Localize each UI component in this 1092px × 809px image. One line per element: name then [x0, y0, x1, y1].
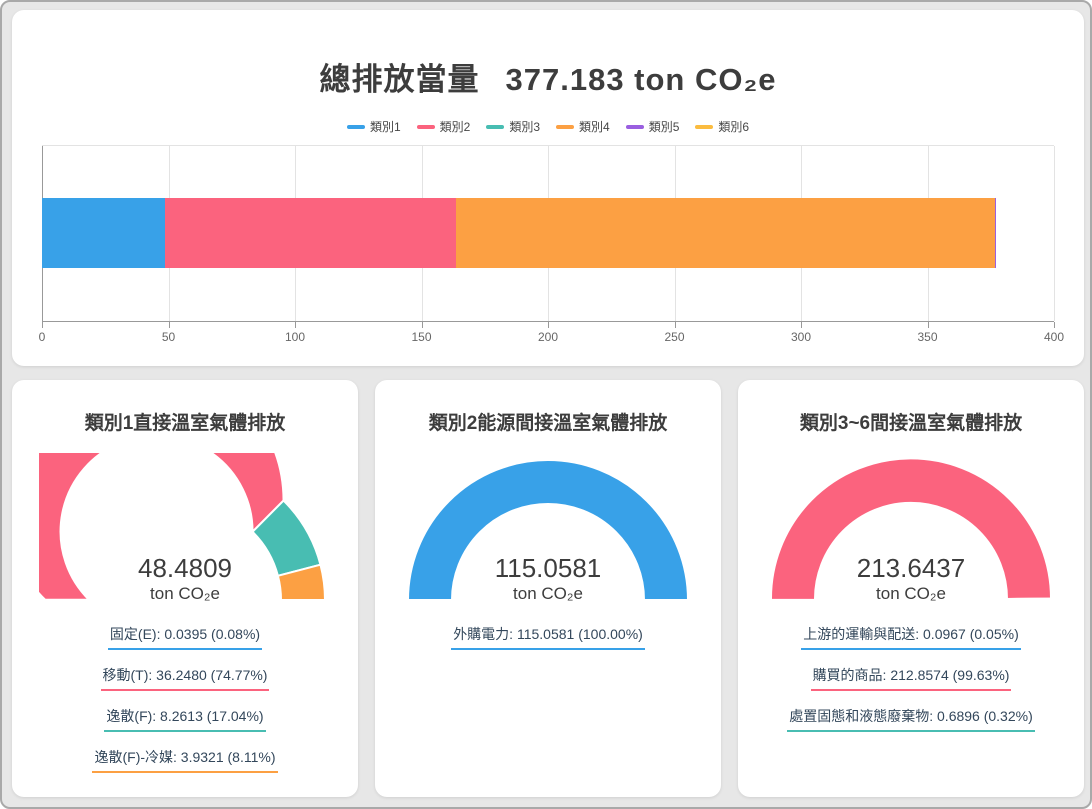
page-title: 總排放當量 377.183 ton CO₂e — [12, 54, 1084, 99]
scope3to6-gauge-unit: ton CO₂e — [876, 584, 946, 603]
stacked-bar — [42, 198, 1054, 268]
scope1-card-title: 類別1直接溫室氣體排放 — [84, 413, 286, 434]
scope3to6-breakdown-list: 上游的運輸與配送: 0.0967 (0.05%) 購買的商品: 212.8574 … — [738, 624, 1084, 732]
scope2-gauge-value: 115.0581 — [494, 553, 602, 583]
legend-item-類別3[interactable]: 類別3 — [486, 118, 540, 135]
axis-tick — [927, 322, 929, 328]
x-axis-label: 400 — [1043, 330, 1065, 344]
stacked-bar-chart: 0 50 100 150 200 250 300 350 400 — [39, 145, 1064, 344]
gauge-segment-外購電力[interactable] — [406, 459, 690, 601]
scope2-gauge-chart: 115.0581 ton CO₂e — [402, 453, 694, 605]
gauge-segment-購買的商品[interactable] — [769, 457, 1052, 601]
scope2-card-title: 類別2能源間接溫室氣體排放 — [428, 413, 668, 434]
legend-marker-icon — [625, 124, 644, 129]
legend-label: 類別4 — [579, 120, 610, 134]
scope3to6-gauge-value: 213.6437 — [856, 553, 966, 583]
axis-tick — [801, 322, 802, 328]
gridline — [1054, 146, 1055, 321]
axis-tick — [548, 322, 549, 328]
bar-segment-類別2[interactable] — [164, 198, 456, 268]
legend-item-類別6[interactable]: 類別6 — [695, 118, 749, 135]
breakdown-row: 購買的商品: 212.8574 (99.63%) — [738, 665, 1084, 691]
x-axis-label: 200 — [537, 330, 559, 344]
scope1-gauge-value: 48.4809 — [138, 553, 232, 583]
scope2-gauge-unit: ton CO₂e — [513, 584, 583, 603]
scope1-gauge-unit: ton CO₂e — [150, 584, 220, 603]
bar-segment-類別1[interactable] — [42, 198, 165, 268]
legend-marker-icon — [486, 124, 505, 129]
breakdown-item-處置固態和液態廢棄物[interactable]: 處置固態和液態廢棄物: 0.6896 (0.32%) — [787, 706, 1035, 732]
total-emissions-card: 總排放當量 377.183 ton CO₂e 類別1 類別2 類別3 類別4 類別5 類別… — [12, 10, 1084, 366]
gauge-segment-逸散(F)-冷媒[interactable] — [276, 563, 327, 601]
bar-segment-類別5[interactable] — [994, 198, 997, 268]
scope2-card: 類別2能源間接溫室氣體排放 115.0581 ton CO₂e 外購電力: 11… — [375, 380, 721, 797]
legend-marker-icon — [556, 124, 574, 129]
category-cards-row: 類別1直接溫室氣體排放 48.4809 ton CO₂e 固定(E): 0.03… — [12, 380, 1084, 797]
legend-label: 類別5 — [648, 120, 680, 134]
breakdown-row: 外購電力: 115.0581 (100.00%) — [375, 624, 721, 650]
legend: 類別1 類別2 類別3 類別4 類別5 類別6 — [12, 118, 1084, 135]
axis-tick — [421, 322, 423, 328]
scope3to6-card: 類別3~6間接溫室氣體排放 213.6437 ton CO₂e 上游的運輸與配送… — [738, 380, 1084, 797]
legend-item-類別2[interactable]: 類別2 — [416, 118, 471, 135]
breakdown-row: 移動(T): 36.2480 (74.77%) — [12, 665, 358, 691]
x-axis-label: 50 — [161, 330, 176, 344]
legend-item-類別5[interactable]: 類別5 — [625, 118, 680, 135]
total-emissions-value: 377.183 ton CO₂e — [505, 62, 777, 97]
axis-tick — [168, 322, 170, 328]
x-axis-label: 350 — [917, 330, 938, 344]
breakdown-item-購買的商品[interactable]: 購買的商品: 212.8574 (99.63%) — [810, 665, 1012, 691]
axis-tick — [674, 322, 676, 328]
legend-label: 類別2 — [439, 120, 471, 134]
breakdown-row: 逸散(F): 8.2613 (17.04%) — [12, 706, 358, 732]
scope1-card: 類別1直接溫室氣體排放 48.4809 ton CO₂e 固定(E): 0.03… — [12, 380, 358, 797]
legend-marker-icon — [695, 124, 714, 129]
scope3to6-gauge-center: 213.6437 ton CO₂e — [765, 553, 1057, 605]
breakdown-row: 逸散(F)-冷媒: 3.9321 (8.11%) — [12, 747, 358, 773]
total-emissions-title: 總排放當量 — [319, 62, 480, 97]
legend-marker-icon — [416, 124, 435, 129]
x-axis-label: 150 — [411, 330, 432, 344]
scope1-breakdown-list: 固定(E): 0.0395 (0.08%) 移動(T): 36.2480 (74.… — [12, 624, 358, 773]
gauge-segment-處置固態和液態廢棄物[interactable] — [1005, 597, 1053, 601]
x-axis-label: 250 — [664, 330, 685, 344]
breakdown-row: 固定(E): 0.0395 (0.08%) — [12, 624, 358, 650]
x-axis-label: 300 — [790, 330, 812, 344]
breakdown-item-外購電力[interactable]: 外購電力: 115.0581 (100.00%) — [451, 624, 645, 650]
breakdown-item-逸散(F)[interactable]: 逸散(F): 8.2613 (17.04%) — [104, 706, 266, 732]
breakdown-item-固定(E)[interactable]: 固定(E): 0.0395 (0.08%) — [107, 624, 263, 650]
legend-item-類別1[interactable]: 類別1 — [346, 118, 401, 135]
scope2-breakdown-list: 外購電力: 115.0581 (100.00%) — [375, 624, 721, 650]
x-axis-label: 100 — [284, 330, 306, 344]
breakdown-item-逸散(F)-冷媒[interactable]: 逸散(F)-冷媒: 3.9321 (8.11%) — [92, 747, 278, 773]
scope1-gauge-chart: 48.4809 ton CO₂e — [39, 453, 331, 605]
scope2-gauge-center: 115.0581 ton CO₂e — [402, 553, 694, 605]
legend-item-類別4[interactable]: 類別4 — [556, 118, 610, 135]
legend-label: 類別1 — [369, 120, 401, 134]
x-axis-label: 0 — [38, 330, 46, 344]
axis-tick — [1054, 322, 1055, 328]
axis-tick — [42, 322, 43, 328]
breakdown-item-移動(T)[interactable]: 移動(T): 36.2480 (74.77%) — [100, 665, 270, 691]
legend-label: 類別6 — [718, 120, 750, 134]
bar-segment-類別4[interactable] — [455, 198, 995, 268]
gauge-segment-移動(T)[interactable] — [39, 453, 285, 601]
breakdown-row: 處置固態和液態廢棄物: 0.6896 (0.32%) — [738, 706, 1084, 732]
legend-label: 類別3 — [509, 120, 540, 134]
scope3to6-card-title: 類別3~6間接溫室氣體排放 — [799, 413, 1023, 434]
axis-tick — [295, 322, 296, 328]
breakdown-row: 上游的運輸與配送: 0.0967 (0.05%) — [738, 624, 1084, 650]
breakdown-item-上游的運輸與配送[interactable]: 上游的運輸與配送: 0.0967 (0.05%) — [801, 624, 1021, 650]
legend-marker-icon — [346, 124, 365, 129]
scope1-gauge-center: 48.4809 ton CO₂e — [39, 553, 331, 605]
scope3to6-gauge-chart: 213.6437 ton CO₂e — [765, 453, 1057, 605]
